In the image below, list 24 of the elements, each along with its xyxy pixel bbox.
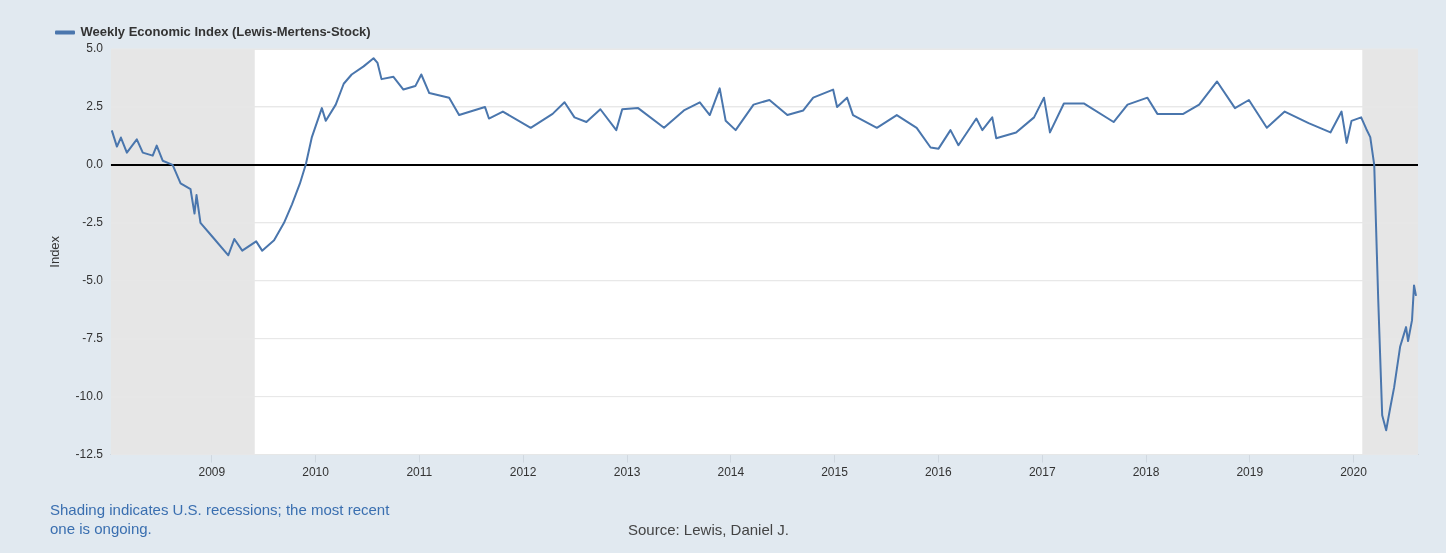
y-tick-label: -5.0 <box>82 273 104 288</box>
x-tick-label: 2015 <box>821 465 849 480</box>
text: Shading indicates U.S. recessions; the most recent one is ongoing. <box>50 500 391 538</box>
x-tick-label: 2020 <box>1340 465 1368 480</box>
x-tick-label: 2012 <box>509 465 537 480</box>
y-tick-label: 2.5 <box>86 99 104 114</box>
x-tick-label: 2013 <box>613 465 641 480</box>
source-note: Source: Lewis, Daniel J. <box>628 520 789 539</box>
x-tick-label: 2016 <box>924 465 952 480</box>
y-tick-label: -12.5 <box>75 446 104 461</box>
x-tick-label: 2009 <box>198 465 226 480</box>
x-tick-label: 2010 <box>302 465 330 480</box>
y-axis-title: Index <box>47 235 63 268</box>
y-tick-label: 5.0 <box>86 41 104 56</box>
y-tick-label: -7.5 <box>82 331 104 346</box>
y-tick-label: -2.5 <box>82 215 104 230</box>
x-tick-label: 2011 <box>406 465 433 480</box>
x-tick-label: 2017 <box>1028 465 1056 480</box>
legend-label: Weekly Economic Index (Lewis-Mertens-Stock) <box>80 24 371 40</box>
x-tick-label: 2019 <box>1236 465 1264 480</box>
x-tick-label: 2018 <box>1132 465 1160 480</box>
x-tick-label: 2014 <box>717 465 745 480</box>
y-tick-label: 0.0 <box>86 157 104 172</box>
y-tick-label: -10.0 <box>75 388 104 403</box>
